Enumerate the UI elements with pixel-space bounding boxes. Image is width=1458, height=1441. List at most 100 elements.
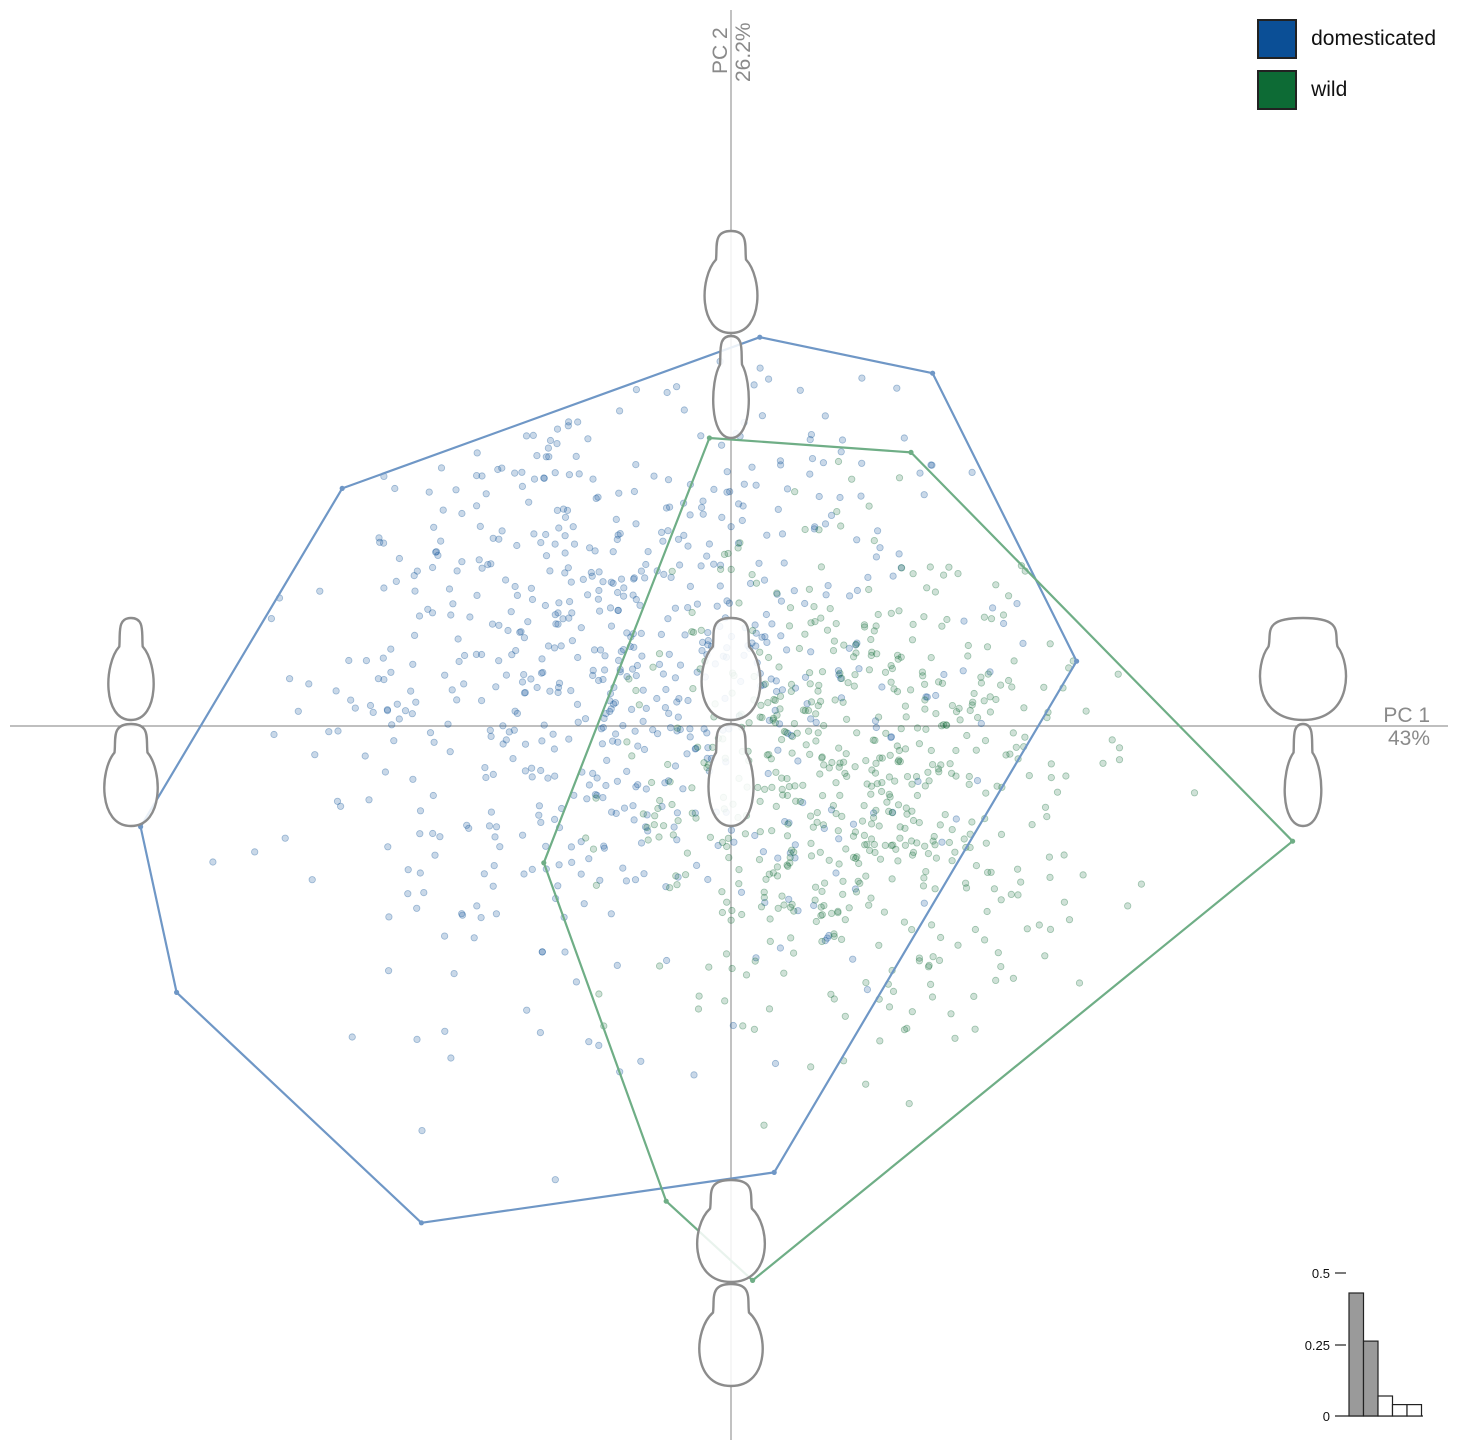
domesticated-point (410, 571, 418, 580)
domesticated-point (609, 700, 618, 708)
wild-point (960, 835, 968, 843)
wild-point (582, 834, 590, 842)
domesticated-point (574, 718, 582, 726)
wild-point (718, 908, 727, 917)
wild-point (764, 653, 773, 662)
wild-point (832, 809, 840, 818)
domesticated-point (634, 742, 642, 750)
wild-point (881, 668, 890, 676)
domesticated-point (540, 721, 548, 729)
wild-point (909, 816, 918, 825)
wild-point (778, 785, 786, 794)
wild-point (999, 611, 1008, 619)
wild-point (832, 619, 840, 628)
wild-point (1114, 670, 1122, 678)
wild-point (828, 758, 836, 767)
domesticated-point (623, 672, 631, 681)
inset-bar-1 (1348, 1292, 1365, 1417)
domesticated-point (662, 504, 671, 512)
domesticated-point (703, 754, 711, 763)
domesticated-point (374, 675, 382, 683)
wild-point (996, 681, 1005, 689)
domesticated-point (632, 783, 640, 791)
wild-point (816, 770, 824, 778)
wild-point (900, 1026, 909, 1034)
domesticated-point (589, 671, 597, 680)
domesticated-point (551, 540, 559, 548)
domesticated-point (674, 535, 683, 543)
domesticated-point (922, 693, 930, 701)
wild-point (817, 563, 826, 571)
domesticated-point (662, 956, 671, 965)
domesticated-point (693, 668, 701, 676)
domesticated-point (591, 790, 600, 799)
wild-point (773, 863, 782, 871)
domesticated-point (773, 590, 781, 598)
wild-point (922, 725, 930, 733)
wild-point (1115, 756, 1124, 764)
domesticated-point (607, 578, 615, 586)
domesticated-point (575, 470, 583, 478)
domesticated-point (308, 876, 316, 884)
domesticated-point (384, 967, 393, 975)
wild-point (592, 881, 601, 889)
domesticated-point (583, 591, 592, 599)
domesticated-point (511, 469, 519, 477)
domesticated-point (590, 646, 599, 654)
domesticated-point (390, 737, 398, 745)
wild-point (811, 896, 819, 904)
shape-outlines (103, 229, 1348, 1388)
domesticated-point (838, 436, 847, 444)
wild-point (901, 824, 909, 832)
wild-point (908, 925, 916, 934)
wild-point (839, 758, 848, 766)
wild-point (673, 724, 682, 732)
wild-point (836, 669, 844, 677)
domesticated-point (705, 540, 714, 548)
wild-point (981, 736, 990, 745)
domesticated-point (542, 552, 551, 560)
domesticated-point (873, 527, 882, 535)
domesticated-point (458, 509, 466, 518)
wild-point (875, 941, 883, 949)
domesticated-point (768, 620, 776, 628)
domesticated-point (554, 688, 562, 697)
wild-point (850, 682, 858, 690)
domesticated-point (808, 454, 817, 463)
wild-point (833, 507, 841, 516)
wild-point (1013, 865, 1022, 873)
domesticated-point (502, 736, 510, 744)
domesticated-point (585, 1038, 593, 1046)
wild-point (724, 834, 733, 842)
wild-point (787, 680, 796, 689)
wild-point (763, 751, 771, 759)
wild-hull (542, 436, 1294, 1282)
wild-point (723, 898, 731, 906)
domesticated-point (518, 482, 527, 490)
domesticated-point (487, 808, 495, 816)
domesticated-point (510, 726, 518, 734)
wild-point (927, 921, 936, 929)
wild-point (867, 651, 875, 660)
wild-point (1053, 788, 1062, 796)
wild-point (896, 823, 904, 831)
domesticated-point (699, 510, 707, 518)
domesticated-point (334, 727, 342, 735)
domesticated-point (387, 645, 395, 653)
wild-point (980, 613, 989, 621)
wild-point (915, 954, 924, 962)
wild-point (818, 753, 826, 761)
domesticated-point (568, 858, 576, 867)
domesticated-point (630, 643, 638, 651)
wild-hull-vertex (750, 1277, 756, 1283)
wild-point (825, 764, 833, 772)
wild-point (972, 746, 980, 754)
wild-point (876, 855, 885, 863)
shape-pc1-positive-upper (1258, 616, 1348, 722)
domesticated-point (581, 715, 590, 723)
domesticated-point (413, 1035, 421, 1044)
wild-point (756, 648, 764, 656)
domesticated-point (714, 841, 722, 850)
wild-point (909, 848, 918, 857)
domesticated-point (209, 858, 217, 866)
